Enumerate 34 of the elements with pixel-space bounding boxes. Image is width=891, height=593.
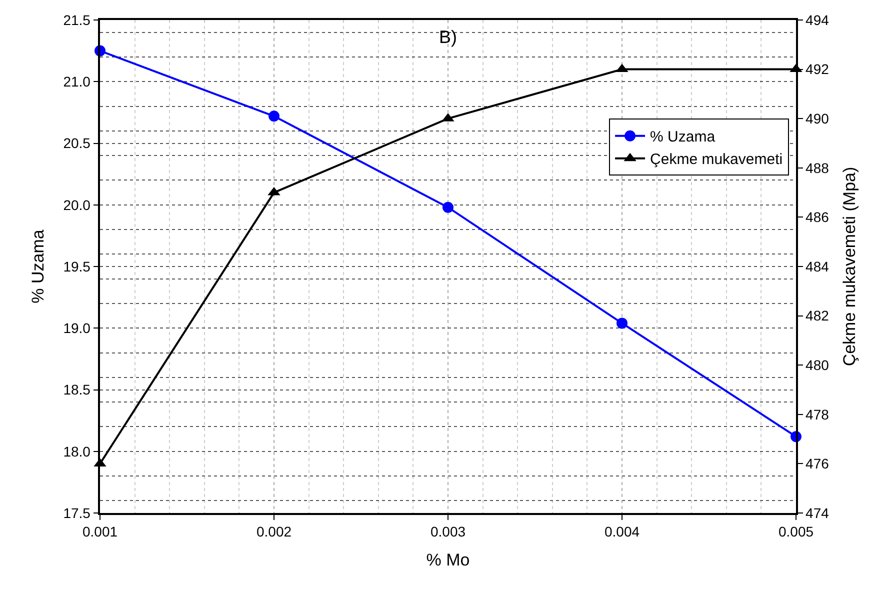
y2-tick-label: 476 (806, 456, 830, 472)
x-tick-label: 0.004 (604, 524, 640, 540)
x-tick-label: 0.003 (430, 524, 466, 540)
x-tick-label: 0.005 (778, 524, 814, 540)
y2-tick-label: 480 (806, 357, 830, 373)
y2-axis-title: Çekme mukavemeti (Mpa) (840, 166, 860, 366)
y-tick-label: 19.5 (63, 258, 91, 274)
x-axis-title: % Mo (426, 550, 470, 570)
y-axis-title: % Uzama (28, 229, 48, 304)
y2-tick-label: 494 (806, 12, 830, 28)
legend-label: Çekme mukavemeti (650, 151, 783, 168)
y2-tick-label: 478 (806, 406, 830, 422)
y2-tick-label: 484 (806, 258, 830, 274)
legend-label: % Uzama (650, 128, 716, 146)
y2-tick-label: 482 (806, 308, 830, 324)
y-tick-label: 20.0 (63, 196, 91, 213)
y-tick-label: 21.0 (63, 74, 91, 90)
point (442, 202, 454, 213)
x-tick-label: 0.002 (256, 524, 292, 540)
y2-tick-label: 488 (806, 160, 830, 176)
y-tick-label: 19.0 (63, 320, 91, 336)
y-tick-label: 21.5 (63, 12, 91, 28)
x-tick-label: 0.001 (82, 524, 118, 540)
y2-tick-label: 486 (806, 209, 830, 226)
y2-tick-label: 490 (806, 110, 830, 126)
y-tick-label: 20.5 (63, 135, 91, 152)
y2-tick-label: 474 (806, 504, 830, 521)
chart-title: B) (439, 27, 457, 47)
y2-tick-label: 492 (806, 61, 830, 78)
y-tick-label: 18.0 (63, 443, 91, 460)
point (268, 110, 280, 122)
point (616, 318, 628, 329)
y-tick-label: 18.5 (63, 382, 91, 398)
y-tick-label: 17.5 (63, 504, 91, 521)
